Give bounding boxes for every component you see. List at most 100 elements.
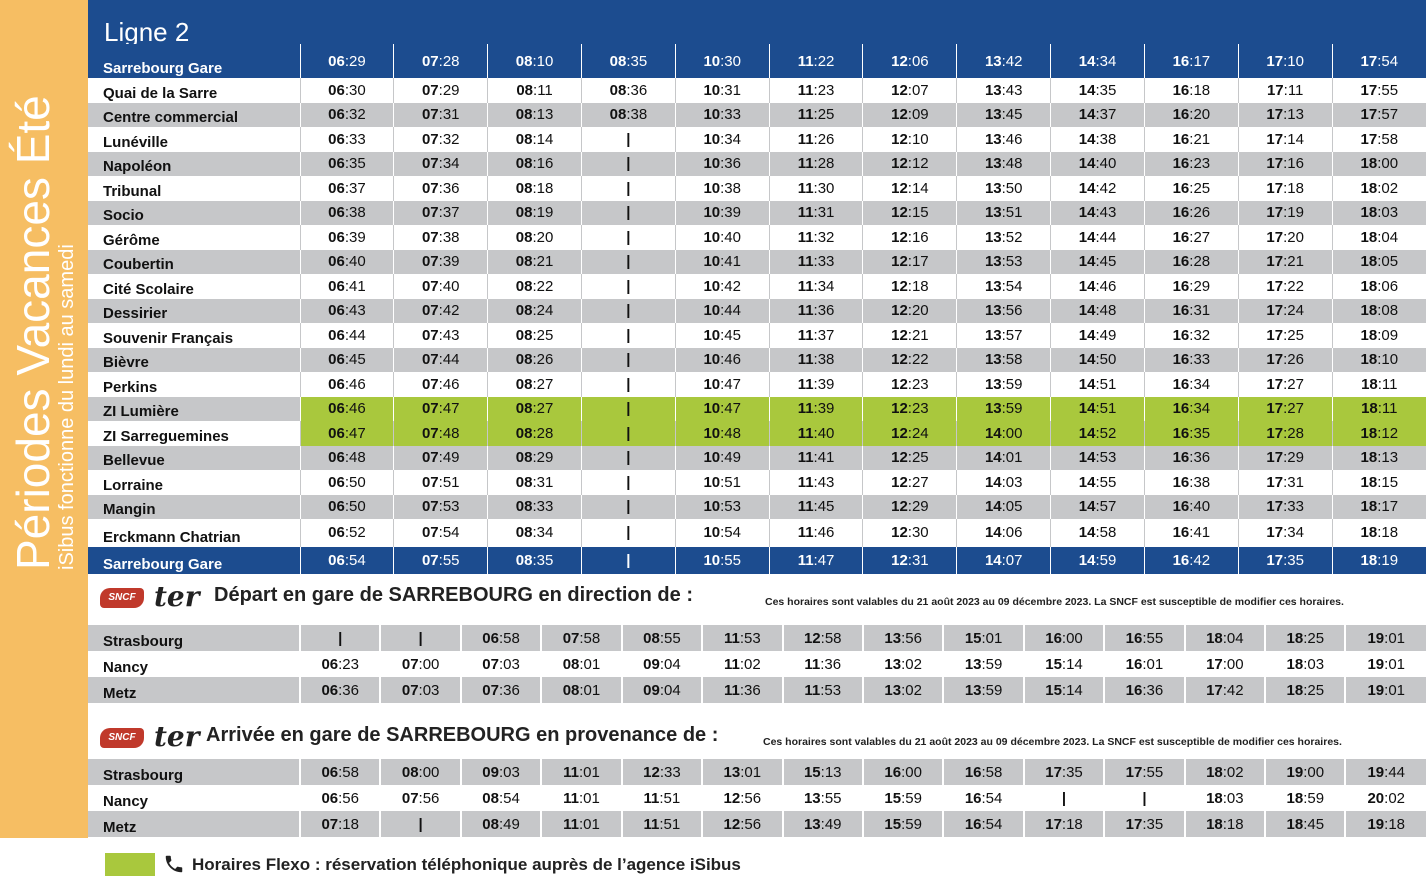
time-cell: 07:58: [540, 625, 622, 651]
time-cell: 11:40: [768, 421, 863, 446]
time-cell: 08:34: [487, 519, 582, 547]
period-title: Périodes Vacances Été: [7, 95, 59, 570]
stop-name: Socio: [88, 200, 300, 225]
time-cell: 14:37: [1050, 102, 1145, 127]
time-cell: 06:54: [299, 546, 394, 574]
time-cell: 14:57: [1050, 494, 1145, 519]
time-cell: 13:50: [956, 176, 1051, 201]
time-cell: 15:13: [781, 759, 863, 785]
time-cell: 13:46: [956, 127, 1051, 152]
time-cell: 13:59: [956, 372, 1051, 397]
time-cell: 17:10: [1237, 44, 1333, 78]
time-cell: 11:34: [768, 274, 863, 299]
time-cell: 16:28: [1143, 249, 1239, 274]
time-cell: 13:02: [861, 651, 944, 677]
time-cell: 20:02: [1344, 785, 1426, 811]
time-cell: 18:11: [1331, 372, 1426, 397]
time-cell: 11:37: [768, 323, 863, 348]
timetable-row: Nancy 06:56 07:56 08:54 11:01 11:51 12:56 13:55…: [88, 785, 1426, 811]
no-service-mark: |: [580, 372, 676, 397]
time-cell: 18:06: [1331, 274, 1426, 299]
time-cell: 08:24: [487, 298, 582, 323]
timetable-row: Coubertin 06:40 07:39 08:21 | 10:41 11:33 12:17…: [88, 249, 1426, 274]
time-cell: 14:58: [1050, 519, 1145, 547]
time-cell: 06:58: [459, 625, 542, 651]
time-cell: 15:59: [861, 785, 944, 811]
time-cell: 14:38: [1050, 127, 1145, 152]
time-cell: 08:01: [540, 677, 622, 703]
time-cell: 08:35: [487, 546, 582, 574]
time-cell: 06:41: [299, 274, 394, 299]
time-cell: 14:05: [956, 494, 1051, 519]
time-cell: 13:56: [861, 625, 944, 651]
time-cell: 11:46: [768, 519, 863, 547]
time-cell: 06:50: [299, 470, 394, 495]
stop-name: Nancy: [88, 785, 300, 811]
time-cell: 11:53: [701, 625, 783, 651]
time-cell: 16:34: [1143, 372, 1239, 397]
time-cell: 17:55: [1331, 78, 1426, 103]
time-cell: 12:16: [862, 225, 957, 250]
time-cell: 10:38: [674, 176, 770, 201]
stop-name: Perkins: [88, 372, 300, 397]
time-cell: 16:34: [1143, 396, 1239, 421]
time-cell: 17:33: [1237, 494, 1333, 519]
time-cell: 08:29: [487, 445, 582, 470]
ter-logo: ter: [154, 720, 200, 753]
time-cell: 14:50: [1050, 347, 1145, 372]
time-cell: 06:56: [298, 785, 381, 811]
time-cell: 18:03: [1331, 200, 1426, 225]
time-cell: 10:45: [674, 323, 770, 348]
no-service-mark: |: [580, 445, 676, 470]
no-service-mark: |: [580, 225, 676, 250]
time-cell: 18:05: [1331, 249, 1426, 274]
time-cell: 17:21: [1237, 249, 1333, 274]
time-cell: 12:15: [862, 200, 957, 225]
time-cell: 17:20: [1237, 225, 1333, 250]
time-cell: 06:46: [299, 372, 394, 397]
time-cell: 10:47: [674, 372, 770, 397]
time-cell: 12:23: [862, 372, 957, 397]
time-cell: 10:30: [674, 44, 770, 78]
time-cell: 07:54: [393, 519, 488, 547]
no-service-mark: |: [580, 200, 676, 225]
time-cell: 06:29: [299, 44, 394, 78]
time-cell: 06:36: [298, 677, 381, 703]
time-cell: 12:29: [862, 494, 957, 519]
timetable-row: Perkins 06:46 07:46 08:27 | 10:47 11:39 12:23 13…: [88, 372, 1426, 397]
stop-name: Strasbourg: [88, 759, 300, 785]
time-cell: 12:33: [620, 759, 703, 785]
stop-name: Bellevue: [88, 445, 300, 470]
timetable-row: Metz 07:18 | 08:49 11:01 11:51 12:56 13:49 15:59…: [88, 811, 1426, 837]
time-cell: 14:48: [1050, 298, 1145, 323]
time-cell: 08:00: [379, 759, 461, 785]
stop-name: Centre commercial: [88, 102, 300, 127]
time-cell: 07:47: [393, 396, 488, 421]
time-cell: 18:11: [1331, 396, 1426, 421]
time-cell: 10:54: [674, 519, 770, 547]
time-cell: 08:19: [487, 200, 582, 225]
time-cell: 10:44: [674, 298, 770, 323]
timetable-row: ZI Sarreguemines 06:47 07:48 08:28 | 10:48 11:…: [88, 421, 1426, 446]
time-cell: 16:01: [1103, 651, 1185, 677]
stop-name: ZI Lumière: [88, 396, 300, 421]
time-cell: 14:45: [1050, 249, 1145, 274]
time-cell: 07:51: [393, 470, 488, 495]
time-cell: 11:43: [768, 470, 863, 495]
no-service-mark: |: [580, 519, 676, 547]
no-service-mark: |: [298, 625, 381, 651]
time-cell: 11:36: [768, 298, 863, 323]
time-cell: 14:55: [1050, 470, 1145, 495]
side-banner: Périodes Vacances Été iSibus fonctionne …: [0, 0, 88, 838]
time-cell: 18:10: [1331, 347, 1426, 372]
time-cell: 13:54: [956, 274, 1051, 299]
time-cell: 14:01: [956, 445, 1051, 470]
time-cell: 12:10: [862, 127, 957, 152]
time-cell: 14:59: [1050, 546, 1145, 574]
sncf-arrivals-note: Ces horaires sont valables du 21 août 20…: [763, 736, 1342, 748]
timetable-row: Gérôme 06:39 07:38 08:20 | 10:40 11:32 12:16 13:…: [88, 225, 1426, 250]
stop-name: Souvenir Français: [88, 323, 300, 348]
timetable-row: Strasbourg | | 06:58 07:58 08:55 11:53 12:58 13:…: [88, 625, 1426, 651]
time-cell: 06:33: [299, 127, 394, 152]
no-service-mark: |: [580, 127, 676, 152]
